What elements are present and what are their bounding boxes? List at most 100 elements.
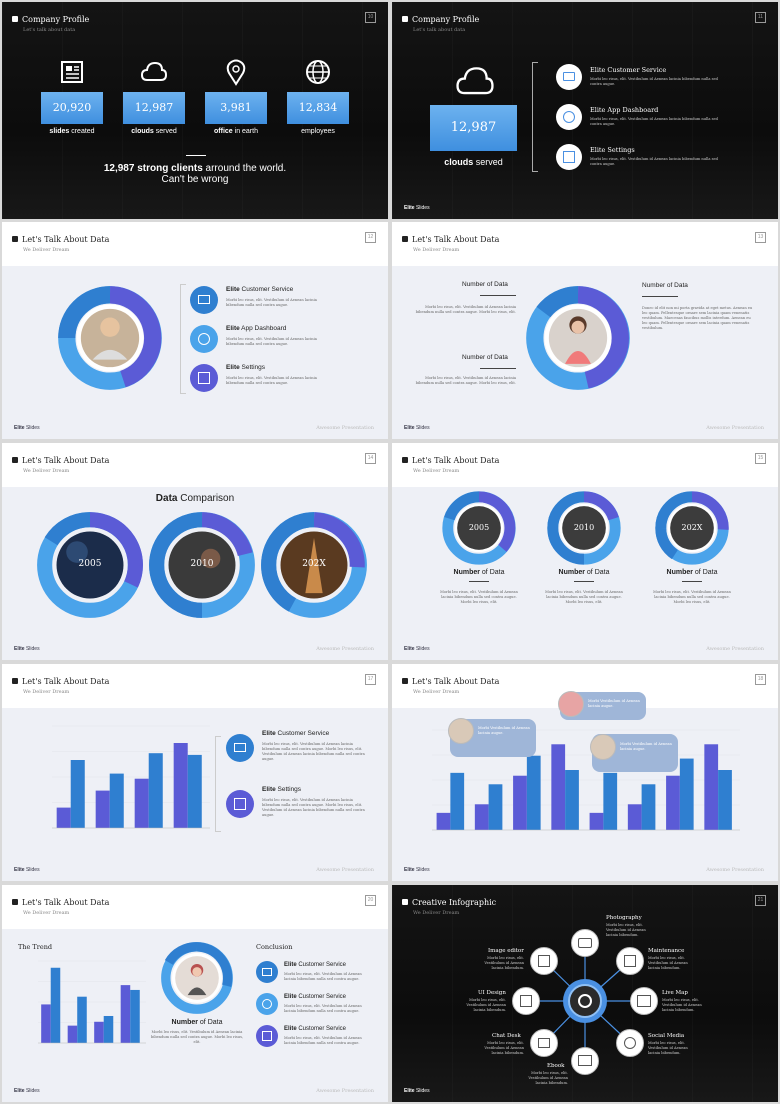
slide-subtitle: We Deliver Dream (23, 468, 70, 474)
slide-subtitle: We Deliver Dream (413, 910, 460, 916)
slide-subtitle: We Deliver Dream (23, 910, 70, 916)
page-number: 11 (755, 12, 766, 23)
slide-subtitle: We Deliver Dream (23, 689, 70, 695)
title-marker (12, 899, 18, 905)
label-underline (574, 581, 594, 582)
footer-right: Awesome Presentation (316, 867, 374, 873)
node-circle (571, 1047, 599, 1075)
footer-brand: Elite Slides (404, 425, 430, 431)
donut-2005 (37, 512, 143, 618)
bar (130, 989, 140, 1043)
title-marker (402, 16, 408, 22)
data-text: Morbi leo risus, elit. Vestibulum id Aen… (415, 305, 516, 314)
bar (103, 1015, 114, 1043)
slide-data-4[interactable]: Let's Talk About Data We Deliver Dream 1… (392, 222, 778, 439)
chat-icon (563, 72, 575, 81)
slide-title: Company Profile (412, 15, 480, 24)
slide-subtitle: We Deliver Dream (413, 247, 460, 253)
node-text: Morbi leo risus, elit. Vestibulum id Aen… (606, 923, 646, 937)
comparison-heading: Data Comparison (155, 493, 235, 504)
donut-2005 (442, 491, 516, 565)
newspaper-icon (61, 61, 83, 83)
chat-icon (198, 295, 210, 304)
slide-title: Let's Talk About Data (22, 456, 110, 465)
item-text: Morbi leo risus, elit. Vestibulum id Aen… (226, 298, 317, 307)
bar (474, 804, 489, 830)
slide-title: Let's Talk About Data (412, 235, 500, 244)
slide-company-profile-2[interactable]: Company Profile Let's talk about data 11… (392, 2, 778, 219)
node-label: Maintenance (648, 948, 685, 954)
header-band (392, 443, 778, 487)
label-underline (480, 295, 516, 296)
crop-icon (520, 995, 532, 1007)
node-text: Morbi leo risus, elit. Vestibulum id Aen… (466, 998, 506, 1012)
slide-title: Let's Talk About Data (22, 898, 110, 907)
bar (679, 758, 694, 830)
book-icon (578, 1055, 592, 1066)
item-title: Elite App Dashboard (226, 325, 287, 332)
stat-label-clouds: clouds served (444, 157, 503, 167)
item-title: Elite Settings (262, 786, 302, 793)
cloud-icon (140, 61, 168, 81)
item-title: Elite Customer Service (284, 962, 347, 968)
callout-text: Morbi Vestibulum id Aenean lacinia augue… (588, 699, 640, 708)
footer-right: Awesome Presentation (316, 646, 374, 652)
bar (41, 1004, 51, 1043)
callout-text: Morbi Vestibulum id Aenean lacinia augue… (620, 742, 672, 751)
bar (603, 772, 618, 830)
slide-title: Let's Talk About Data (22, 677, 110, 686)
year-label: 2010 (573, 523, 595, 532)
slide-company-profile-1[interactable]: Company Profile Let's talk about data 10… (2, 2, 388, 219)
data-text: Morbi leo risus, elit. Vestibulum id Aen… (415, 376, 516, 385)
settings-icon-circle (556, 144, 582, 170)
item-title: Elite Customer Service (590, 66, 667, 74)
number-of-data-label: Number of Data (171, 1019, 223, 1026)
stat-box-office: 3,981 (205, 92, 267, 124)
bar (666, 775, 680, 830)
bar-chart (432, 729, 740, 831)
node-text: Morbi leo risus, elit. Vestibulum id Aen… (662, 998, 702, 1012)
number-of-data-label: Number of Data (462, 281, 508, 288)
bar (513, 775, 527, 830)
year-label: 2010 (190, 559, 214, 569)
footer-brand: Elite Slides (404, 1088, 430, 1094)
title-marker (402, 236, 408, 242)
label-underline (642, 296, 678, 297)
item-text: Morbi leo risus, elit. Vestibulum id Aen… (262, 798, 365, 817)
footer-right: Awesome Presentation (706, 425, 764, 431)
data-text: Donec id elit non mi porta gravida at eg… (642, 306, 753, 330)
title-marker (12, 678, 18, 684)
slide-data-7[interactable]: Let's Talk About Data We Deliver Dream 1… (2, 664, 388, 881)
service-icon-circle (256, 961, 278, 983)
slide-data-9[interactable]: Let's Talk About Data We Deliver Dream 2… (2, 885, 388, 1102)
bar (77, 996, 87, 1043)
slide-subtitle: We Deliver Dream (413, 468, 460, 474)
title-marker (402, 678, 408, 684)
number-of-data-label: Number of Data (462, 354, 508, 361)
slide-data-5[interactable]: Let's Talk About Data We Deliver Dream 1… (2, 443, 388, 660)
number-of-data-label: Number of Data (642, 282, 688, 289)
list-icon (563, 151, 575, 163)
bar (94, 1021, 104, 1043)
donut-chart (161, 942, 233, 1014)
camera-icon (578, 938, 592, 948)
chat-icon (538, 1038, 550, 1048)
slide-data-3[interactable]: Let's Talk About Data We Deliver Dream 1… (2, 222, 388, 439)
item-text: Morbi leo risus, elit. Vestibulum id Aen… (284, 1036, 362, 1045)
slide-creative-infographic[interactable]: Creative Infographic We Deliver Dream 21… (392, 885, 778, 1102)
slide-title: Company Profile (22, 15, 90, 24)
divider (186, 155, 206, 156)
footer-brand: Elite Slides (404, 867, 430, 873)
node-circle (630, 987, 658, 1015)
slide-data-6[interactable]: Let's Talk About Data We Deliver Dream 1… (392, 443, 778, 660)
slide-data-8[interactable]: Let's Talk About Data We Deliver Dream 1… (392, 664, 778, 881)
node-text: Morbi leo risus, elit. Vestibulum id Aen… (528, 1071, 568, 1085)
slide-title: Let's Talk About Data (412, 456, 500, 465)
service-icon-circle (556, 64, 582, 90)
title-marker (12, 16, 18, 22)
node-label: UI Design (478, 990, 506, 996)
map-icon (637, 995, 651, 1007)
bar (173, 743, 188, 828)
footer-brand: Elite Slides (14, 1088, 40, 1094)
bar (148, 753, 163, 828)
